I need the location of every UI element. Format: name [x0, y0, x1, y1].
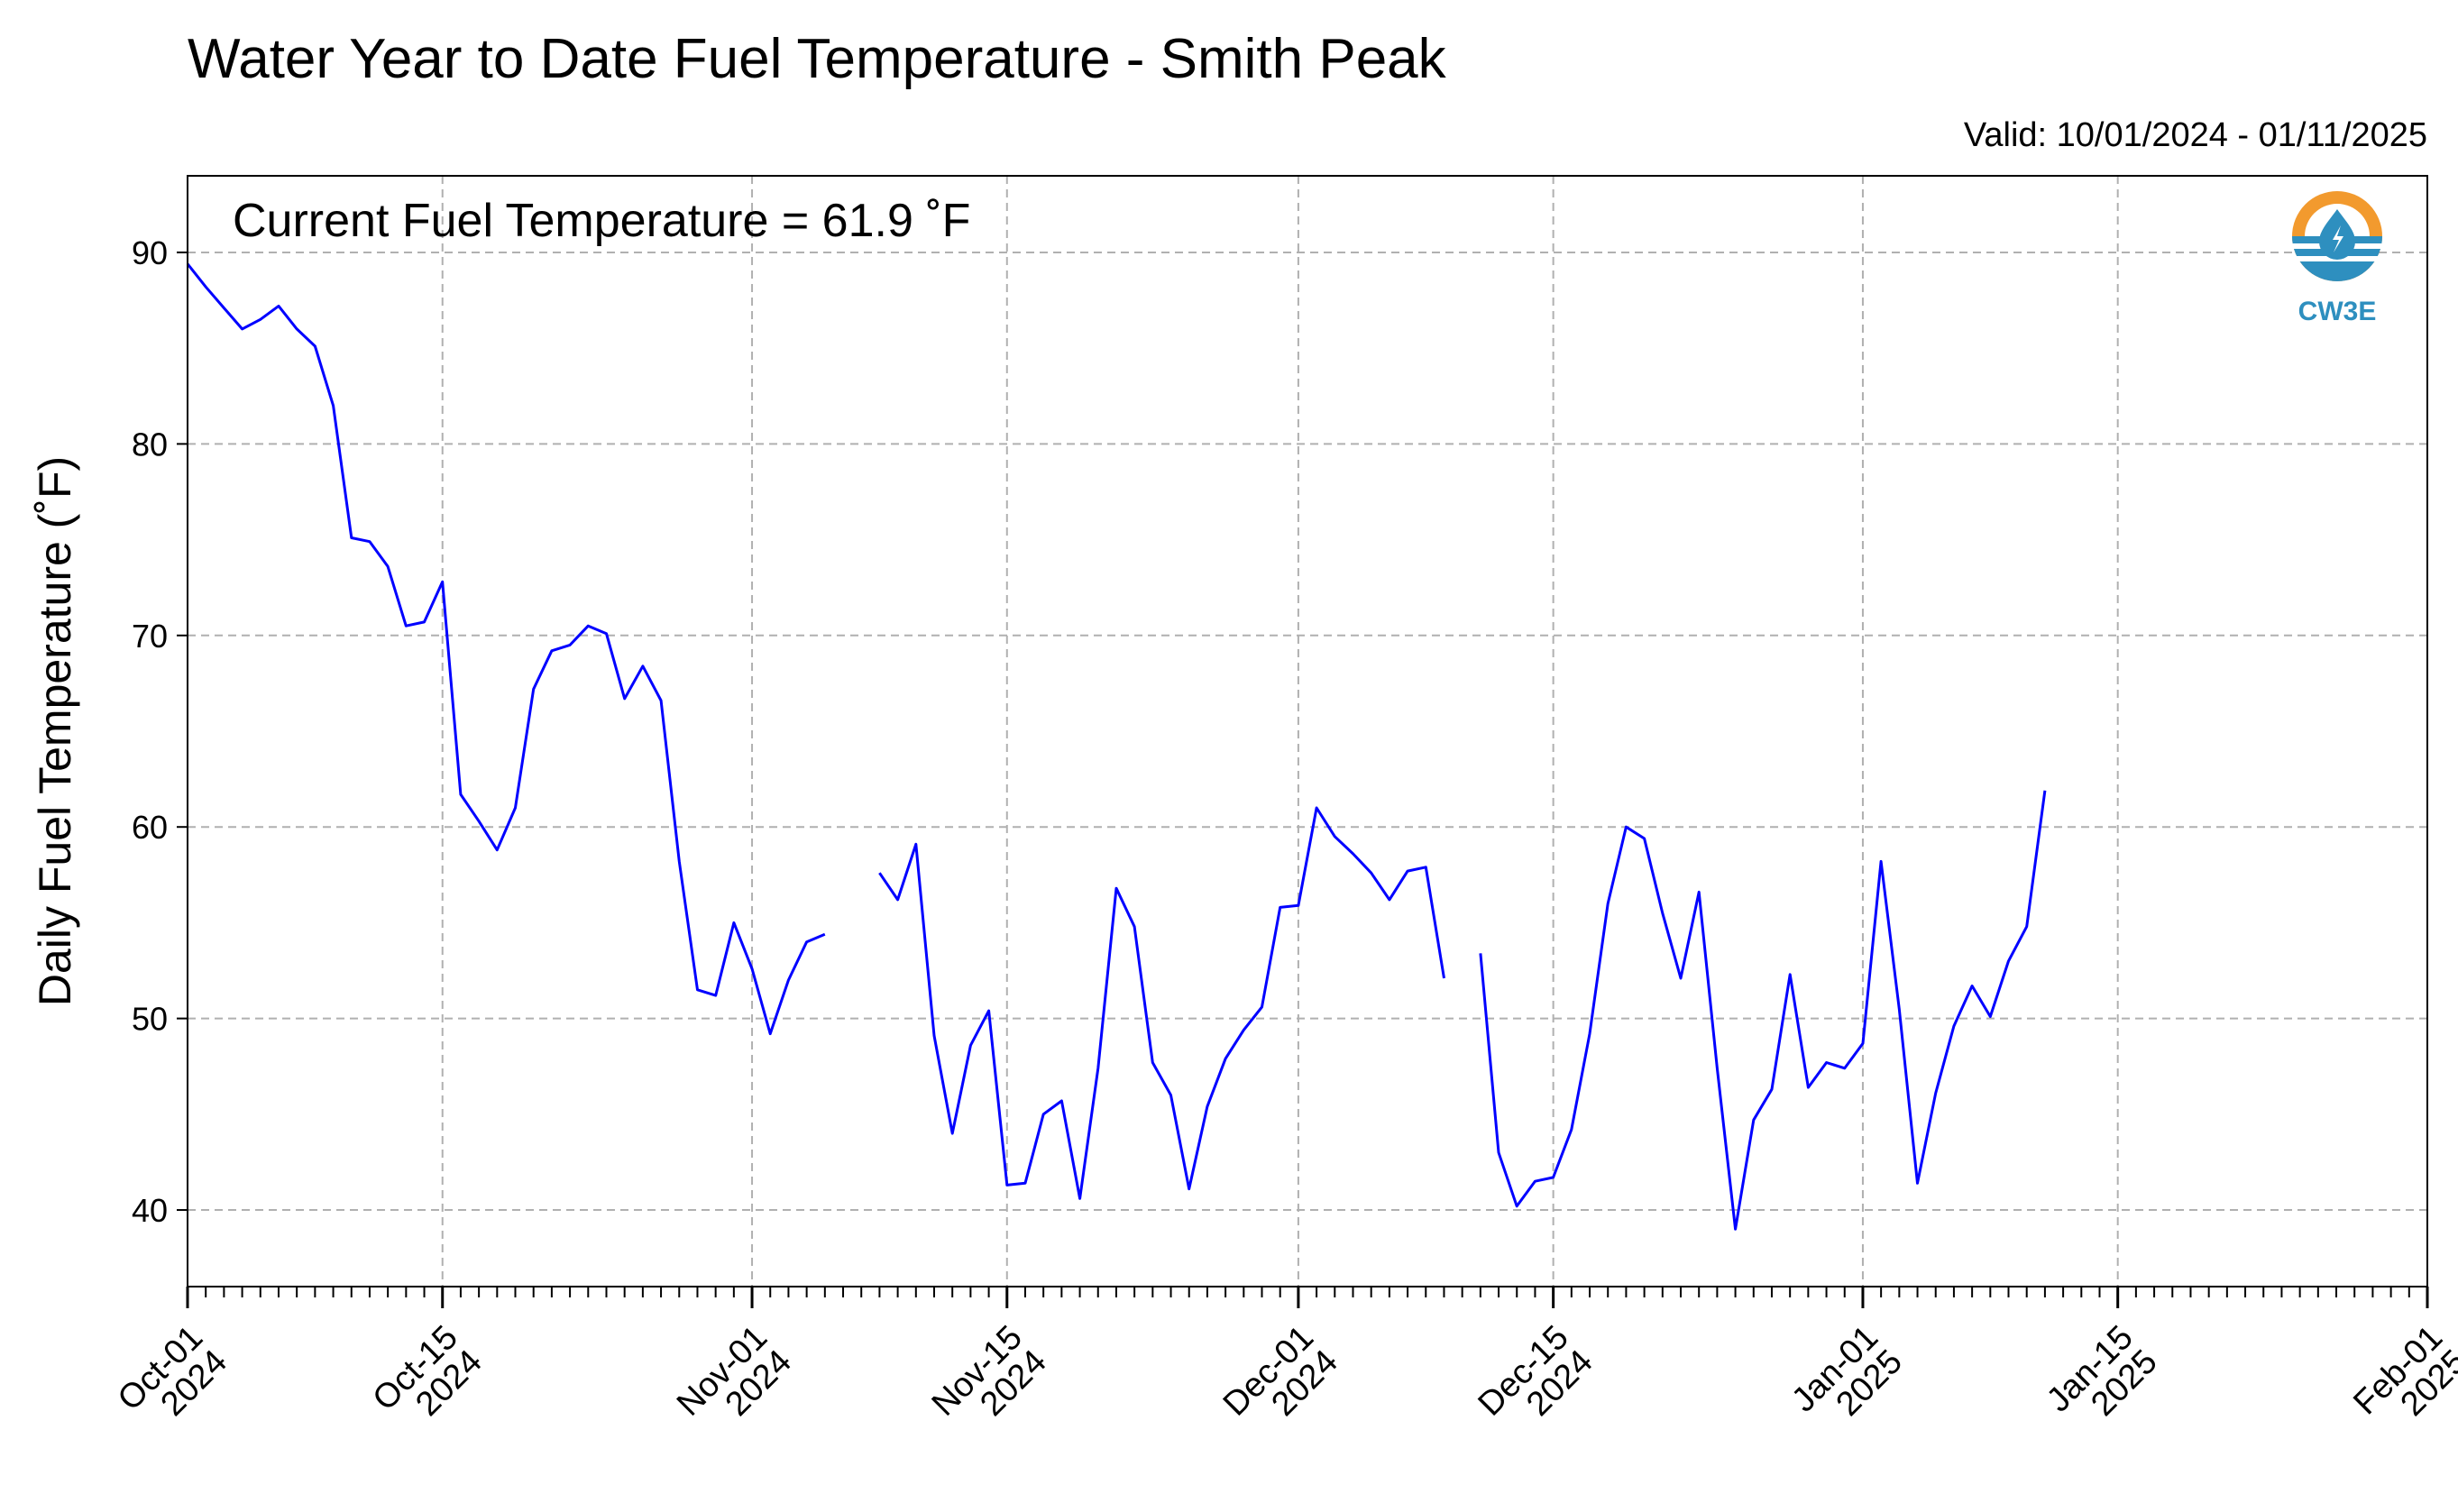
- y-tick-label: 80: [132, 426, 168, 463]
- y-tick-label: 90: [132, 234, 168, 271]
- x-axis: Oct-012024 Oct-152024 Nov-012024 Nov-152024…: [111, 1287, 2458, 1447]
- y-tick-label: 50: [132, 1001, 168, 1038]
- series-line: [878, 806, 1445, 1200]
- y-axis-label: Daily Fuel Temperature (˚F): [30, 456, 80, 1006]
- y-tick-label: 70: [132, 618, 168, 655]
- x-tick-label: Jan-152025: [2040, 1318, 2165, 1443]
- x-tick-label-text: Jan-012025: [1784, 1318, 1910, 1443]
- x-tick-label: Feb-012025: [2346, 1318, 2458, 1446]
- series-layer: [186, 262, 2047, 1231]
- y-tick-label: 60: [132, 809, 168, 846]
- x-tick-label-text: Feb-012025: [2346, 1318, 2458, 1446]
- grid-lines: [187, 176, 2428, 1287]
- x-tick-label: Nov-012024: [670, 1318, 799, 1447]
- x-tick-label: Oct-152024: [366, 1318, 490, 1442]
- chart-title: Water Year to Date Fuel Temperature - Sm…: [188, 28, 1447, 90]
- valid-range: Valid: 10/01/2024 - 01/11/2025: [1964, 116, 2427, 154]
- x-tick-label: Jan-012025: [1784, 1318, 1910, 1443]
- current-fuel-temperature: Current Fuel Temperature = 61.9 ˚F: [233, 195, 970, 247]
- x-tick-label-text: Dec-152024: [1471, 1318, 1600, 1447]
- series-line: [1479, 790, 2047, 1231]
- x-tick-label: Oct-012024: [111, 1318, 234, 1442]
- x-tick-label: Dec-012024: [1216, 1318, 1345, 1447]
- x-tick-label-text: Oct-012024: [111, 1318, 234, 1442]
- x-tick-label-text: Jan-152025: [2040, 1318, 2165, 1443]
- x-tick-label: Nov-152024: [925, 1318, 1054, 1447]
- x-tick-label-text: Oct-152024: [366, 1318, 490, 1442]
- y-tick-label: 40: [132, 1192, 168, 1229]
- series-line: [186, 262, 826, 1036]
- x-tick-label-text: Nov-012024: [670, 1318, 799, 1447]
- plot-frame: [187, 175, 2428, 1287]
- x-tick-label-text: Nov-152024: [925, 1318, 1054, 1447]
- y-axis: 40 50 60 70 80 90: [132, 234, 188, 1229]
- x-tick-label-text: Dec-012024: [1216, 1318, 1345, 1447]
- x-tick-label: Dec-152024: [1471, 1318, 1600, 1447]
- logo-text: CW3E: [2298, 297, 2377, 326]
- cw3e-logo-icon: [2290, 191, 2384, 281]
